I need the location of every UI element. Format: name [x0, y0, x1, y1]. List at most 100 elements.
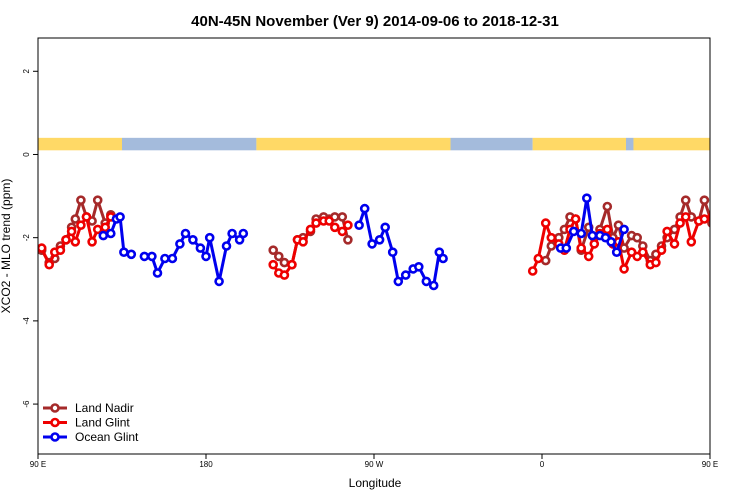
data-point-ocean-glint: [221, 241, 232, 251]
x-tick-label: 90 W: [365, 460, 384, 469]
data-point-ocean-glint: [438, 253, 448, 264]
data-point-ocean-glint: [167, 253, 178, 264]
data-point-land-glint: [637, 247, 648, 257]
data-point-land-glint: [533, 253, 544, 264]
data-point-ocean-glint: [380, 222, 391, 233]
data-point-ocean-glint: [227, 228, 237, 239]
data-point-land-glint: [686, 237, 697, 247]
data-point-land-glint: [699, 214, 710, 224]
legend-label-ocean-glint: Ocean Glint: [75, 430, 139, 444]
data-point-ocean-glint: [359, 203, 370, 214]
data-point-ocean-glint: [238, 228, 249, 239]
data-point-land-glint: [324, 216, 335, 226]
legend-item-land-nadir: Land Nadir: [43, 401, 134, 415]
data-point-land-glint: [92, 224, 103, 235]
data-point-land-glint: [680, 212, 691, 222]
series-line-ocean-glint-4: [716, 219, 750, 254]
data-point-land-glint: [279, 270, 290, 280]
legend-item-ocean-glint: Ocean Glint: [43, 430, 139, 444]
data-point-land-glint: [55, 245, 66, 255]
data-point-land-glint: [337, 226, 348, 237]
series-layer: [38, 193, 750, 291]
data-point-ocean-glint: [147, 251, 157, 262]
data-point-land-glint: [583, 251, 594, 262]
data-point-land-glint: [540, 218, 551, 228]
data-point-ocean-glint: [576, 228, 587, 239]
data-point-land-nadir: [268, 245, 279, 255]
data-point-land-glint: [662, 226, 672, 237]
data-point-ocean-glint: [160, 253, 170, 264]
data-point-ocean-glint: [428, 280, 439, 291]
data-point-land-glint: [675, 218, 685, 228]
data-point-land-glint: [305, 224, 316, 235]
data-point-ocean-glint: [201, 251, 211, 262]
data-point-land-glint: [76, 220, 86, 230]
data-point-ocean-glint: [367, 239, 377, 249]
data-point-ocean-glint: [119, 247, 129, 257]
data-point-land-glint: [669, 239, 680, 249]
series-line-ocean-glint-1: [144, 232, 245, 283]
data-point-ocean-glint: [126, 249, 137, 260]
data-point-land-glint: [44, 259, 55, 270]
land-mask-land-6: [633, 137, 710, 151]
data-point-ocean-glint: [738, 249, 745, 256]
data-point-ocean-glint: [354, 220, 364, 230]
data-point-land-glint: [651, 257, 661, 268]
x-tick-label: 0: [540, 460, 545, 469]
x-axis-label: Longitude: [349, 476, 402, 490]
data-point-land-glint: [268, 259, 279, 270]
data-point-land-glint: [546, 232, 557, 243]
data-point-land-nadir: [632, 232, 643, 243]
x-axis: 90 E 180 90 W 0 90 E: [30, 454, 718, 469]
data-point-land-nadir: [540, 255, 551, 266]
legend-marker-land-nadir: [50, 403, 60, 413]
x-tick-label: 180: [199, 460, 213, 469]
data-point-ocean-glint: [214, 276, 224, 287]
y-tick-label: -4: [22, 317, 31, 325]
land-mask-land-2: [256, 137, 451, 151]
data-point-ocean-glint: [611, 247, 622, 257]
data-point-ocean-glint: [725, 220, 732, 227]
data-point-ocean-glint: [718, 228, 725, 235]
land-mask-ocean-1: [122, 137, 257, 151]
data-point-land-glint: [100, 222, 110, 233]
data-point-ocean-glint: [195, 243, 206, 253]
series-ocean-glint: [98, 193, 750, 291]
x-tick-label: 90 E: [30, 460, 46, 469]
data-point-ocean-glint: [619, 224, 629, 235]
data-point-ocean-glint: [152, 268, 163, 278]
data-point-ocean-glint: [413, 261, 424, 272]
data-point-ocean-glint: [587, 230, 598, 241]
data-point-ocean-glint: [139, 251, 150, 262]
data-point-land-glint: [714, 213, 721, 220]
data-point-ocean-glint: [561, 243, 572, 253]
data-point-land-glint: [527, 266, 538, 276]
y-axis-label: XCO2 - MLO trend (ppm): [0, 179, 13, 314]
land-mask-ocean-3: [450, 137, 533, 151]
legend-label-land-glint: Land Glint: [75, 416, 130, 430]
data-point-land-glint: [576, 243, 587, 253]
data-point-land-glint: [570, 214, 581, 224]
data-point-ocean-glint: [731, 216, 738, 223]
data-point-land-glint: [87, 237, 97, 247]
legend-marker-ocean-glint: [50, 432, 60, 442]
data-point-land-nadir: [70, 214, 81, 224]
data-point-ocean-glint: [606, 237, 616, 247]
data-point-land-glint: [287, 259, 297, 270]
land-mask-land-4: [532, 137, 626, 151]
data-point-ocean-glint: [421, 276, 432, 287]
data-point-land-glint: [70, 237, 81, 247]
data-point-land-glint: [589, 239, 600, 249]
data-point-ocean-glint: [712, 232, 719, 239]
data-point-land-glint: [329, 222, 340, 233]
data-point-ocean-glint: [568, 226, 579, 237]
chart-title: 40N-45N November (Ver 9) 2014-09-06 to 2…: [191, 13, 559, 30]
data-point-land-nadir: [76, 195, 86, 205]
data-point-land-nadir: [602, 201, 613, 212]
data-point-land-nadir: [546, 241, 557, 251]
y-tick-label: 2: [22, 69, 31, 74]
data-point-ocean-glint: [98, 230, 109, 241]
data-point-land-glint: [81, 212, 92, 222]
